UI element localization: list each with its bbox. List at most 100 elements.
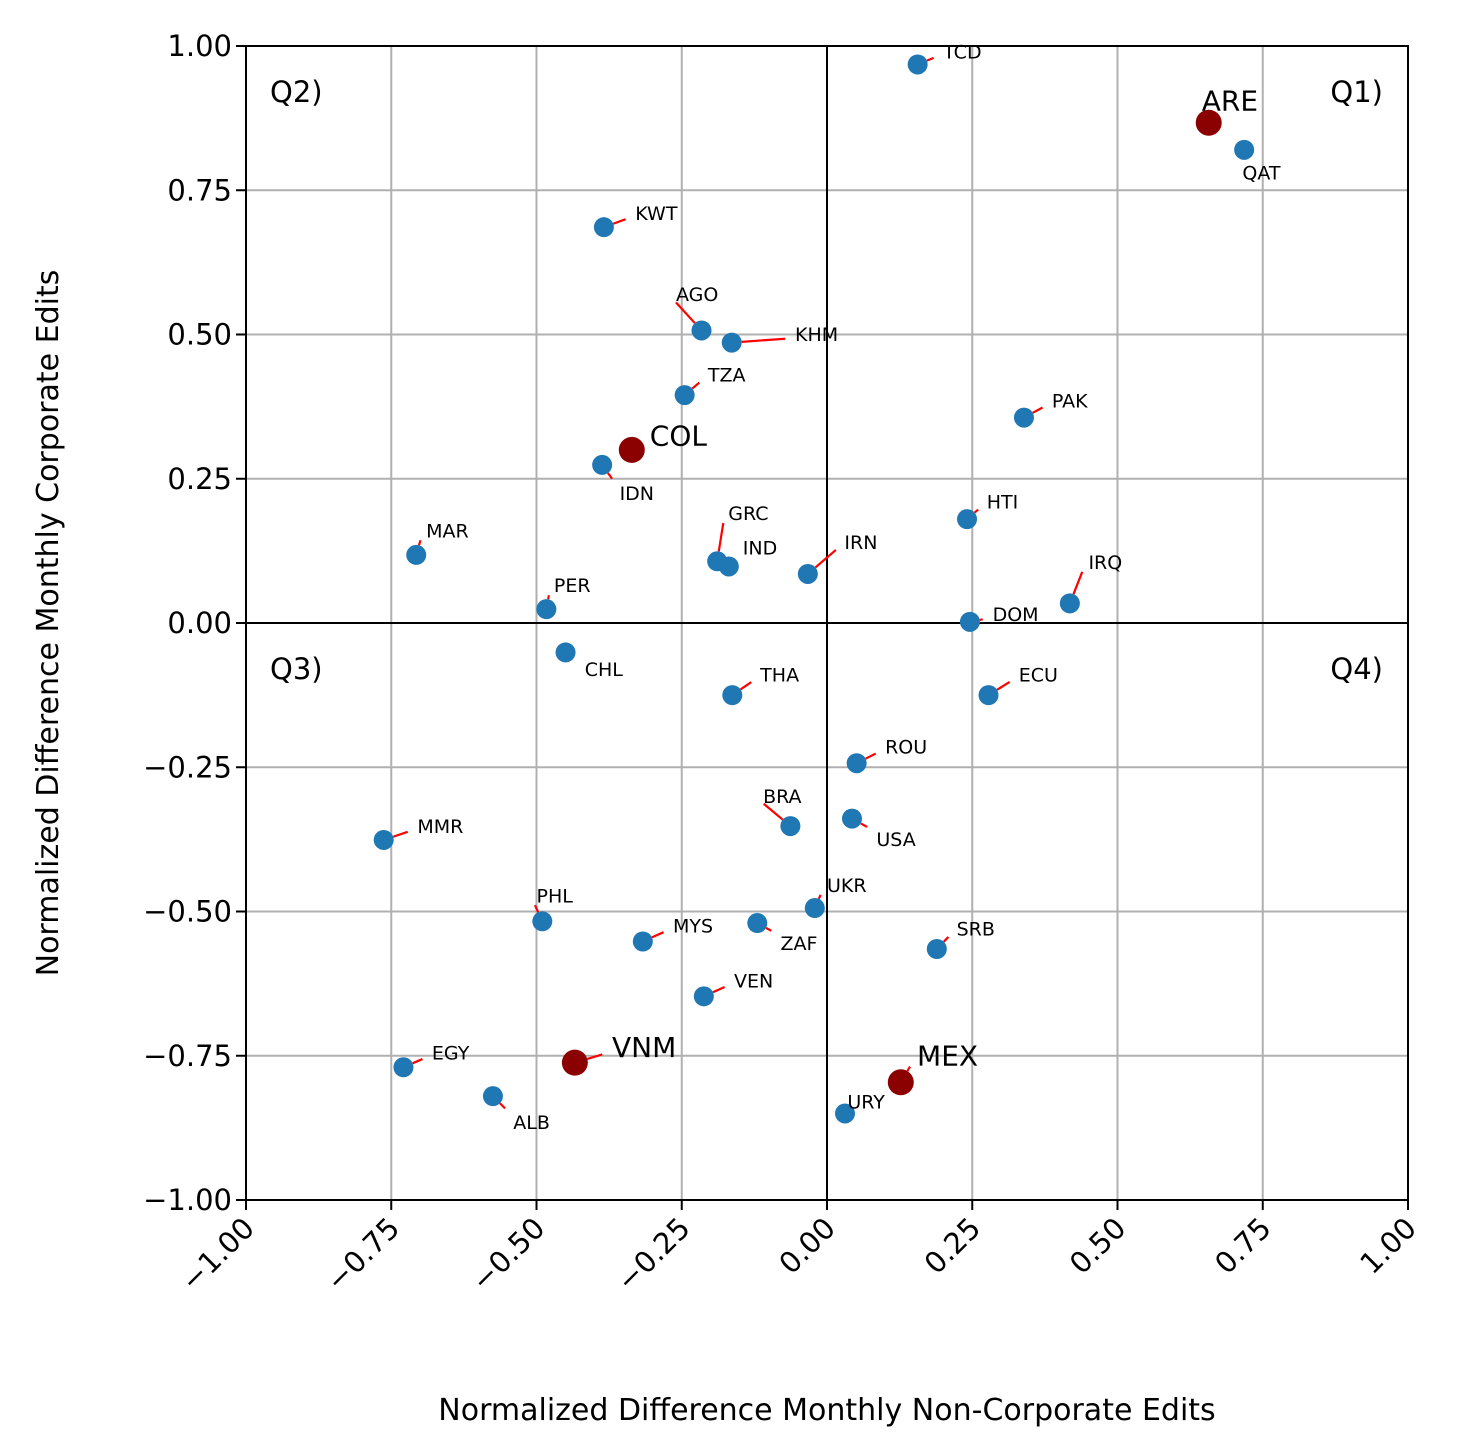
leader-line-ven [712,985,726,994]
data-point-ven [693,986,714,1007]
point-label-ecu: ECU [1019,665,1058,687]
data-point-are [1195,109,1222,136]
leader-line-usa [860,822,868,828]
leader-line-irq [1072,571,1084,595]
point-label-mar: MAR [426,520,469,542]
data-point-col [618,436,645,463]
data-point-ukr [804,898,825,919]
x-tick-label: 0.50 [1063,1211,1133,1281]
point-label-per: PER [554,575,591,597]
data-point-ind [718,556,739,577]
quadrant-lines [246,46,1408,1200]
data-point-vnm [561,1049,588,1076]
leader-line-mys [651,931,665,939]
x-tick-label: 0.25 [917,1211,987,1281]
y-tick-label: 0.00 [167,606,232,640]
data-point-alb [482,1086,503,1107]
leader-line-mar [417,539,422,546]
leader-line-rou [865,752,877,760]
data-point-dom [959,611,980,632]
leader-line-ukr [817,894,822,900]
leader-line-hti [973,508,979,514]
leader-line-dom [979,618,983,621]
data-point-qat [1234,139,1255,160]
leader-line-bra [762,802,784,821]
data-point-rou [846,753,867,774]
data-point-per [536,599,557,620]
leader-line-tha [739,681,752,691]
data-point-srb [926,939,947,960]
point-label-vnm: VNM [612,1031,676,1064]
point-label-egy: EGY [432,1043,470,1065]
x-tick-label: −0.50 [465,1211,552,1298]
point-label-col: COL [650,419,708,452]
point-label-irq: IRQ [1088,552,1122,574]
leader-line-ecu [996,680,1011,691]
data-point-kwt [593,217,614,238]
point-label-qat: QAT [1242,163,1280,185]
data-point-chl [555,642,576,663]
data-point-pak [1013,407,1034,428]
leader-line-tza [691,381,701,390]
data-point-mys [632,931,653,952]
data-point-bra [780,816,801,837]
x-tick-label: 1.00 [1353,1211,1423,1281]
data-point-hti [957,509,978,530]
point-label-are: ARE [1202,85,1258,118]
data-point-mmr [373,829,394,850]
point-label-irn: IRN [844,532,877,554]
point-label-ukr: UKR [827,875,867,897]
data-point-ury [835,1103,856,1124]
point-label-ago: AGO [676,284,718,306]
data-point-irq [1059,593,1080,614]
point-label-mmr: MMR [417,816,463,838]
quadrant-labels: Q1) Q2) Q3) Q4) [270,75,1383,686]
y-tick-label: −0.25 [143,750,232,784]
leader-line-idn [607,472,613,480]
point-label-alb: ALB [513,1112,550,1134]
data-point-phl [532,911,553,932]
leader-line-irn [814,549,837,569]
point-label-bra: BRA [763,786,801,808]
point-label-chl: CHL [585,659,624,681]
point-label-srb: SRB [957,918,995,940]
y-tick-label: 0.75 [167,173,232,207]
data-point-mex [887,1069,914,1096]
point-label-tcd: TCD [942,41,981,63]
quadrant-label-q4: Q4) [1330,652,1383,686]
leader-lines [392,56,1084,1110]
data-point-tha [722,685,743,706]
quadrant-label-q1: Q1) [1330,75,1383,109]
leader-line-egy [412,1058,423,1065]
x-tick-label: −1.00 [174,1211,261,1298]
data-point-ecu [978,685,999,706]
quadrant-label-q2: Q2) [270,75,323,109]
data-point-tza [674,385,695,406]
y-tick-label: 1.00 [167,29,232,63]
point-label-dom: DOM [993,604,1039,626]
leader-line-mmr [392,830,409,838]
data-point-khm [721,332,742,353]
data-point-egy [393,1057,414,1078]
leader-line-zaf [765,926,772,932]
point-label-mex: MEX [917,1040,978,1073]
y-tick-label: −0.75 [143,1039,232,1073]
quadrant-label-q3: Q3) [270,652,323,686]
leader-line-vnm [586,1053,603,1060]
leader-line-pak [1032,406,1044,414]
point-label-grc: GRC [728,503,768,525]
data-point-irn [797,563,818,584]
data-point-mar [406,544,427,565]
point-label-ury: URY [847,1092,885,1114]
leader-line-srb [942,936,950,943]
leader-line-alb [499,1102,506,1110]
data-point-ago [691,320,712,341]
y-tick-label: 0.25 [167,462,232,496]
data-point-usa [841,808,862,829]
leader-line-grc [717,522,725,552]
point-label-zaf: ZAF [781,933,818,955]
y-axis-label: Normalized Difference Monthly Corporate … [31,270,66,977]
point-label-pak: PAK [1052,391,1088,413]
x-tick-label: 0.75 [1208,1211,1278,1281]
